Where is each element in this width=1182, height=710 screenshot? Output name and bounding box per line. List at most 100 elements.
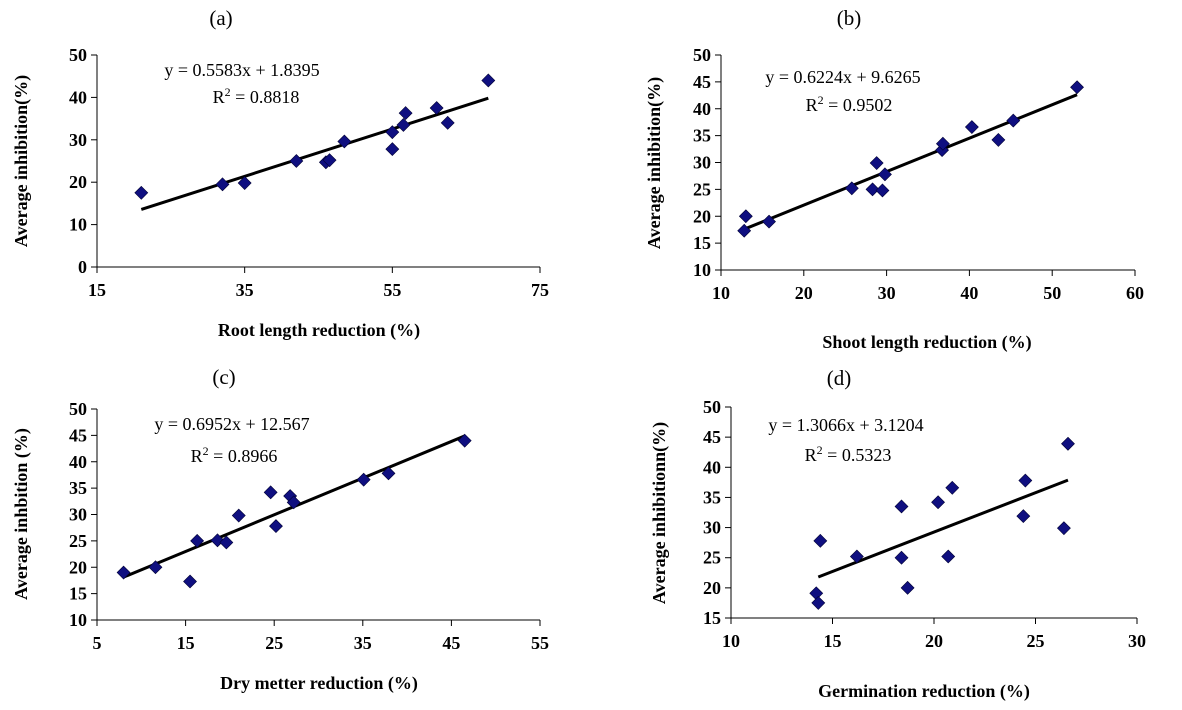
r-squared-exponent: 2 (203, 444, 209, 458)
data-point (762, 214, 776, 229)
data-point (219, 535, 234, 550)
y-tick-label: 20 (693, 206, 711, 226)
data-point (945, 480, 960, 495)
y-axis-title: Average inhibitionn(%) (649, 422, 670, 604)
y-axis-title: Average inhibition(%) (11, 75, 32, 247)
r-squared-exponent: 2 (817, 443, 823, 457)
r-squared: R2 = 0.9502 (806, 93, 893, 115)
x-tick-label: 10 (722, 631, 740, 651)
x-tick-label: 15 (824, 631, 842, 651)
data-point (269, 519, 283, 534)
y-tick-label: 40 (69, 452, 87, 472)
scatter-panel-a: (a) 0 10 20 30 40 50 15 35 55 75 Root length reduct… (11, 6, 549, 341)
data-point (215, 177, 230, 192)
panel-label: (b) (837, 6, 862, 30)
data-point (991, 133, 1006, 147)
data-point (849, 549, 864, 564)
x-tick-label: 55 (531, 633, 549, 653)
data-point (429, 101, 444, 115)
x-tick-label: 30 (1128, 631, 1146, 651)
data-point (738, 209, 753, 224)
y-tick-label: 40 (693, 99, 711, 119)
data-point (813, 533, 828, 548)
x-tick-label: 30 (878, 283, 896, 303)
x-tick-label: 55 (383, 280, 401, 300)
data-point (931, 495, 945, 510)
r-squared: R2 = 0.8966 (191, 444, 278, 466)
r-squared-prefix: R (805, 445, 817, 465)
data-point (1056, 521, 1071, 536)
data-point (481, 73, 496, 88)
data-point (737, 223, 752, 238)
data-point (231, 508, 246, 523)
regression-equation: y = 0.5583x + 1.8395 (164, 60, 319, 80)
data-point (237, 176, 252, 190)
y-tick-label: 30 (69, 505, 87, 525)
data-point (809, 586, 824, 601)
x-tick-label: 20 (795, 283, 813, 303)
data-point (381, 466, 396, 481)
y-tick-label: 50 (693, 45, 711, 65)
data-point (935, 136, 950, 151)
y-tick-label: 35 (693, 126, 711, 146)
data-point (894, 499, 909, 514)
r-squared-value: = 0.9502 (824, 95, 893, 115)
r-squared-value: = 0.8966 (209, 446, 278, 466)
y-tick-label: 50 (703, 397, 721, 417)
y-tick-label: 15 (693, 233, 711, 253)
data-point (356, 472, 371, 487)
r-squared: R2 = 0.8818 (213, 85, 300, 107)
r-squared-prefix: R (213, 87, 225, 107)
x-axis-title: Dry metter reduction (%) (220, 673, 418, 694)
y-tick-label: 50 (69, 399, 87, 419)
r-squared-value: = 0.5323 (823, 445, 892, 465)
r-squared-exponent: 2 (818, 93, 824, 107)
data-point (811, 596, 826, 610)
data-point (337, 134, 352, 149)
y-tick-label: 15 (69, 584, 87, 604)
x-tick-label: 15 (88, 280, 106, 300)
x-tick-label: 45 (442, 633, 460, 653)
data-point (289, 154, 304, 168)
r-squared: R2 = 0.5323 (805, 443, 892, 465)
data-point (1061, 436, 1075, 451)
y-tick-label: 15 (703, 608, 721, 628)
data-point (396, 118, 411, 132)
y-tick-label: 35 (703, 487, 721, 507)
data-point (148, 560, 163, 575)
y-tick-label: 45 (69, 425, 87, 445)
data-point (894, 550, 909, 565)
x-tick-label: 35 (354, 633, 372, 653)
data-point (457, 433, 472, 448)
x-tick-label: 75 (531, 280, 549, 300)
x-tick-label: 5 (93, 633, 102, 653)
scatter-panel-b: (b) 10 15 20 25 30 35 40 45 50 10 20 30 40 50 60 Shoot l… (644, 6, 1144, 353)
y-tick-label: 50 (69, 45, 87, 65)
y-tick-label: 40 (703, 457, 721, 477)
data-point (1070, 80, 1084, 95)
trendline (140, 96, 489, 211)
x-tick-label: 10 (712, 283, 730, 303)
data-point (440, 115, 455, 130)
scatter-panel-c: (c) 10 15 20 25 30 35 40 45 50 5 15 25 35 45 55 Dry mett… (11, 365, 549, 694)
x-tick-label: 50 (1043, 283, 1061, 303)
data-point (844, 181, 859, 196)
data-point (134, 185, 149, 200)
regression-equation: y = 1.3066x + 3.1204 (768, 415, 923, 435)
data-point (900, 580, 915, 595)
trendline (817, 478, 1069, 579)
y-tick-label: 40 (69, 87, 87, 107)
x-tick-label: 25 (265, 633, 283, 653)
y-tick-label: 0 (78, 257, 87, 277)
data-point (385, 125, 400, 140)
data-point (116, 565, 131, 580)
data-point (964, 120, 979, 134)
regression-equation: y = 0.6952x + 12.567 (154, 414, 309, 434)
y-tick-label: 45 (703, 427, 721, 447)
x-tick-label: 35 (236, 280, 254, 300)
y-axis-title: Average inhibition(%) (644, 77, 665, 249)
data-point (1006, 113, 1021, 128)
x-tick-label: 60 (1126, 283, 1144, 303)
x-axis-title: Root length reduction (%) (218, 320, 420, 341)
